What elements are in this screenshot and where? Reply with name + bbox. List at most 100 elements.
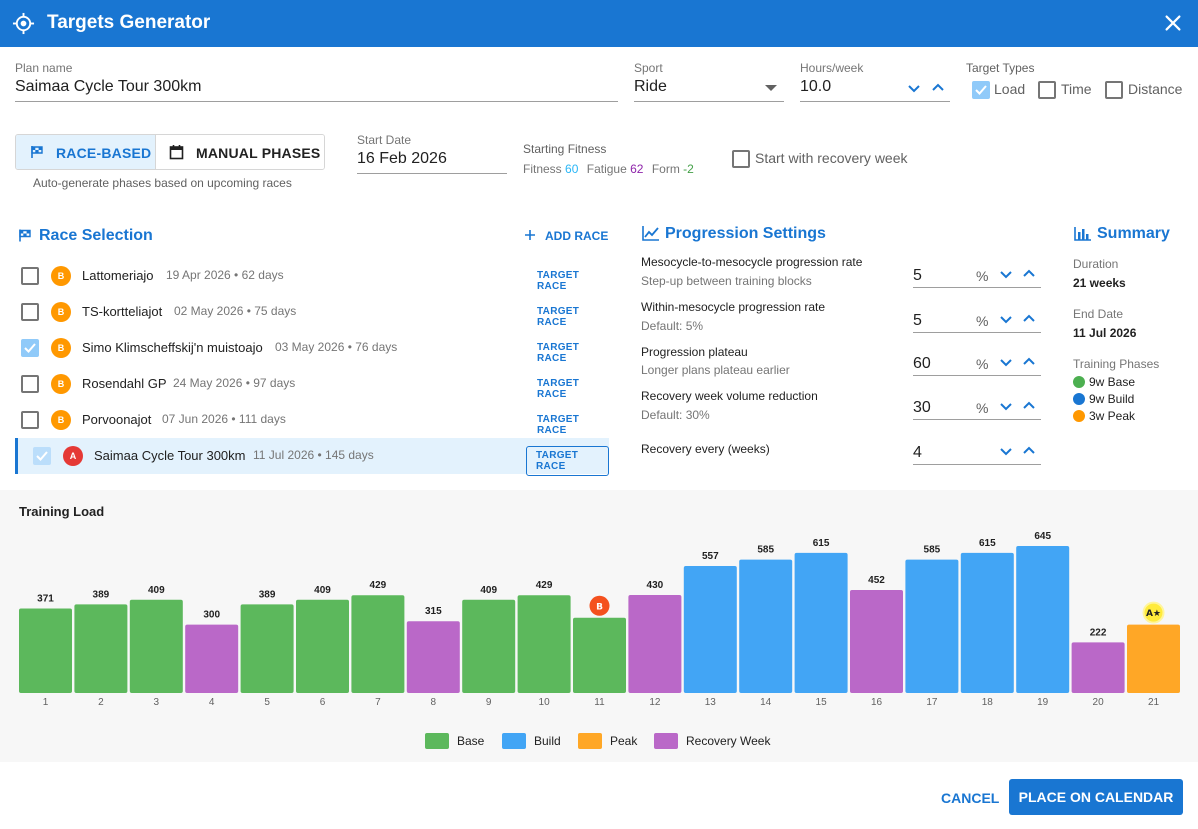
svg-text:A★: A★ xyxy=(1146,609,1161,619)
race-meta: 11 Jul 2026 • 145 days xyxy=(253,448,374,462)
bar-week-10 xyxy=(517,595,571,693)
race-name: Rosendahl GP xyxy=(82,376,167,391)
setting-subtitle: Default: 5% xyxy=(641,319,704,333)
phase-dot xyxy=(1073,393,1085,405)
race-row[interactable]: B TS-kortteliajot 02 May 2026 • 75 days … xyxy=(15,294,609,330)
x-tick-label: 14 xyxy=(760,697,772,708)
x-tick-label: 2 xyxy=(98,697,104,708)
race-based-button[interactable]: RACE-BASED xyxy=(16,135,155,169)
dropdown-arrow-icon[interactable] xyxy=(764,84,778,92)
load-checkbox[interactable] xyxy=(972,81,990,99)
setting-title: Progression plateau xyxy=(641,345,748,359)
training-load-chart: 371 1 389 2 409 3 300 4 389 5 409 6 429 7 315 8 409 9 429 1… xyxy=(19,531,1180,708)
chevron-up-icon[interactable] xyxy=(1022,400,1036,410)
legend-swatch xyxy=(425,733,449,749)
setting-input[interactable]: 5 xyxy=(913,312,922,329)
race-row[interactable]: B Porvoonajot 07 Jun 2026 • 111 days TAR… xyxy=(15,402,609,438)
close-icon[interactable] xyxy=(1162,12,1184,34)
bar-value-label: 300 xyxy=(203,610,220,621)
race-checkbox[interactable] xyxy=(21,339,39,357)
target-race-button[interactable]: TARGET RACE xyxy=(537,414,580,436)
sport-label: Sport xyxy=(634,61,663,75)
distance-checkbox[interactable] xyxy=(1105,81,1123,99)
setting-input[interactable]: 30 xyxy=(913,399,931,416)
race-row[interactable]: B Rosendahl GP 24 May 2026 • 97 days TAR… xyxy=(15,366,609,402)
recovery-week-label: Start with recovery week xyxy=(755,150,908,166)
bar-value-label: 452 xyxy=(868,575,885,586)
race-checkbox[interactable] xyxy=(21,375,39,393)
race-based-label: RACE-BASED xyxy=(56,145,152,161)
bar-value-label: 222 xyxy=(1090,627,1107,638)
legend-item-recovery: Recovery Week xyxy=(654,733,770,749)
hours-input[interactable]: 10.0 xyxy=(800,78,832,95)
target-race-button[interactable]: TARGET RACE xyxy=(537,342,580,364)
plus-icon xyxy=(525,230,535,240)
race-checkbox[interactable] xyxy=(21,303,39,321)
chevron-up-icon[interactable] xyxy=(931,82,945,92)
phase-item: 9w Base xyxy=(1073,375,1135,389)
fitness-stats: Fitness 60 Fatigue 62 Form -2 xyxy=(523,162,694,176)
chevron-up-icon[interactable] xyxy=(1022,313,1036,323)
chevron-up-icon[interactable] xyxy=(1022,445,1036,455)
target-race-button[interactable]: TARGET RACE xyxy=(537,270,580,292)
chevron-up-icon[interactable] xyxy=(1022,268,1036,278)
chevron-down-icon[interactable] xyxy=(999,402,1013,412)
chevron-down-icon[interactable] xyxy=(999,315,1013,325)
bar-value-label: 615 xyxy=(979,538,996,549)
setting-title: Recovery week volume reduction xyxy=(641,389,818,403)
bar-value-label: 645 xyxy=(1034,531,1051,542)
place-on-calendar-button[interactable]: PLACE ON CALENDAR xyxy=(1009,779,1183,815)
setting-unit: % xyxy=(976,400,989,416)
bar-week-8 xyxy=(406,621,460,693)
plan-name-label: Plan name xyxy=(15,61,73,75)
recovery-week-checkbox[interactable] xyxy=(732,150,750,168)
legend-item-build: Build xyxy=(502,733,561,749)
setting-input[interactable]: 60 xyxy=(913,355,931,372)
chevron-down-icon[interactable] xyxy=(999,358,1013,368)
race-row[interactable]: B Simo Klimscheffskij'n muistoajo 03 May… xyxy=(15,330,609,366)
legend-label: Peak xyxy=(610,734,638,748)
bar-value-label: 585 xyxy=(924,545,941,556)
race-name: Simo Klimscheffskij'n muistoajo xyxy=(82,340,263,355)
race-row-target[interactable]: A Saimaa Cycle Tour 300km 11 Jul 2026 • … xyxy=(15,438,609,476)
bar-value-label: 430 xyxy=(647,580,664,591)
sport-select[interactable]: Ride xyxy=(634,78,667,95)
x-tick-label: 18 xyxy=(982,697,994,708)
crosshair-icon xyxy=(12,12,35,35)
manual-phases-button[interactable]: MANUAL PHASES xyxy=(155,135,324,169)
bar-week-15 xyxy=(794,552,848,693)
x-tick-label: 12 xyxy=(649,697,661,708)
mode-toggle: RACE-BASED MANUAL PHASES xyxy=(15,134,325,170)
chevron-down-icon[interactable] xyxy=(999,447,1013,457)
race-name: TS-kortteliajot xyxy=(82,304,163,319)
setting-underline xyxy=(913,375,1041,376)
bar-value-label: 429 xyxy=(370,580,387,591)
chevron-down-icon[interactable] xyxy=(999,270,1013,280)
setting-input[interactable]: 4 xyxy=(913,444,922,461)
plan-name-input[interactable]: Saimaa Cycle Tour 300km xyxy=(15,78,202,95)
target-race-button[interactable]: TARGET RACE xyxy=(537,378,580,400)
legend-swatch xyxy=(502,733,526,749)
setting-input[interactable]: 5 xyxy=(913,267,922,284)
a-race-marker: A★ xyxy=(1142,601,1165,624)
x-tick-label: 9 xyxy=(486,697,492,708)
bar-week-2 xyxy=(74,604,128,693)
race-checkbox[interactable] xyxy=(21,267,39,285)
chevron-down-icon[interactable] xyxy=(907,84,921,94)
legend-label: Build xyxy=(534,734,561,748)
chevron-up-icon[interactable] xyxy=(1022,356,1036,366)
bar-week-16 xyxy=(850,589,903,693)
start-date-input[interactable]: 16 Feb 2026 xyxy=(357,150,447,167)
bar-value-label: 409 xyxy=(148,585,165,596)
load-label: Load xyxy=(994,81,1026,97)
priority-badge: A xyxy=(63,446,83,466)
cancel-button[interactable]: CANCEL xyxy=(941,790,1000,806)
setting-unit: % xyxy=(976,313,989,329)
time-checkbox[interactable] xyxy=(1038,81,1056,99)
race-row[interactable]: B Lattomeriajo 19 Apr 2026 • 62 days TAR… xyxy=(15,258,609,294)
race-checkbox[interactable] xyxy=(21,411,39,429)
target-race-button-selected[interactable]: TARGET RACE xyxy=(526,446,609,476)
bar-week-4 xyxy=(185,624,239,693)
checkered-flag-icon xyxy=(31,146,43,158)
target-race-button[interactable]: TARGET RACE xyxy=(537,306,580,328)
